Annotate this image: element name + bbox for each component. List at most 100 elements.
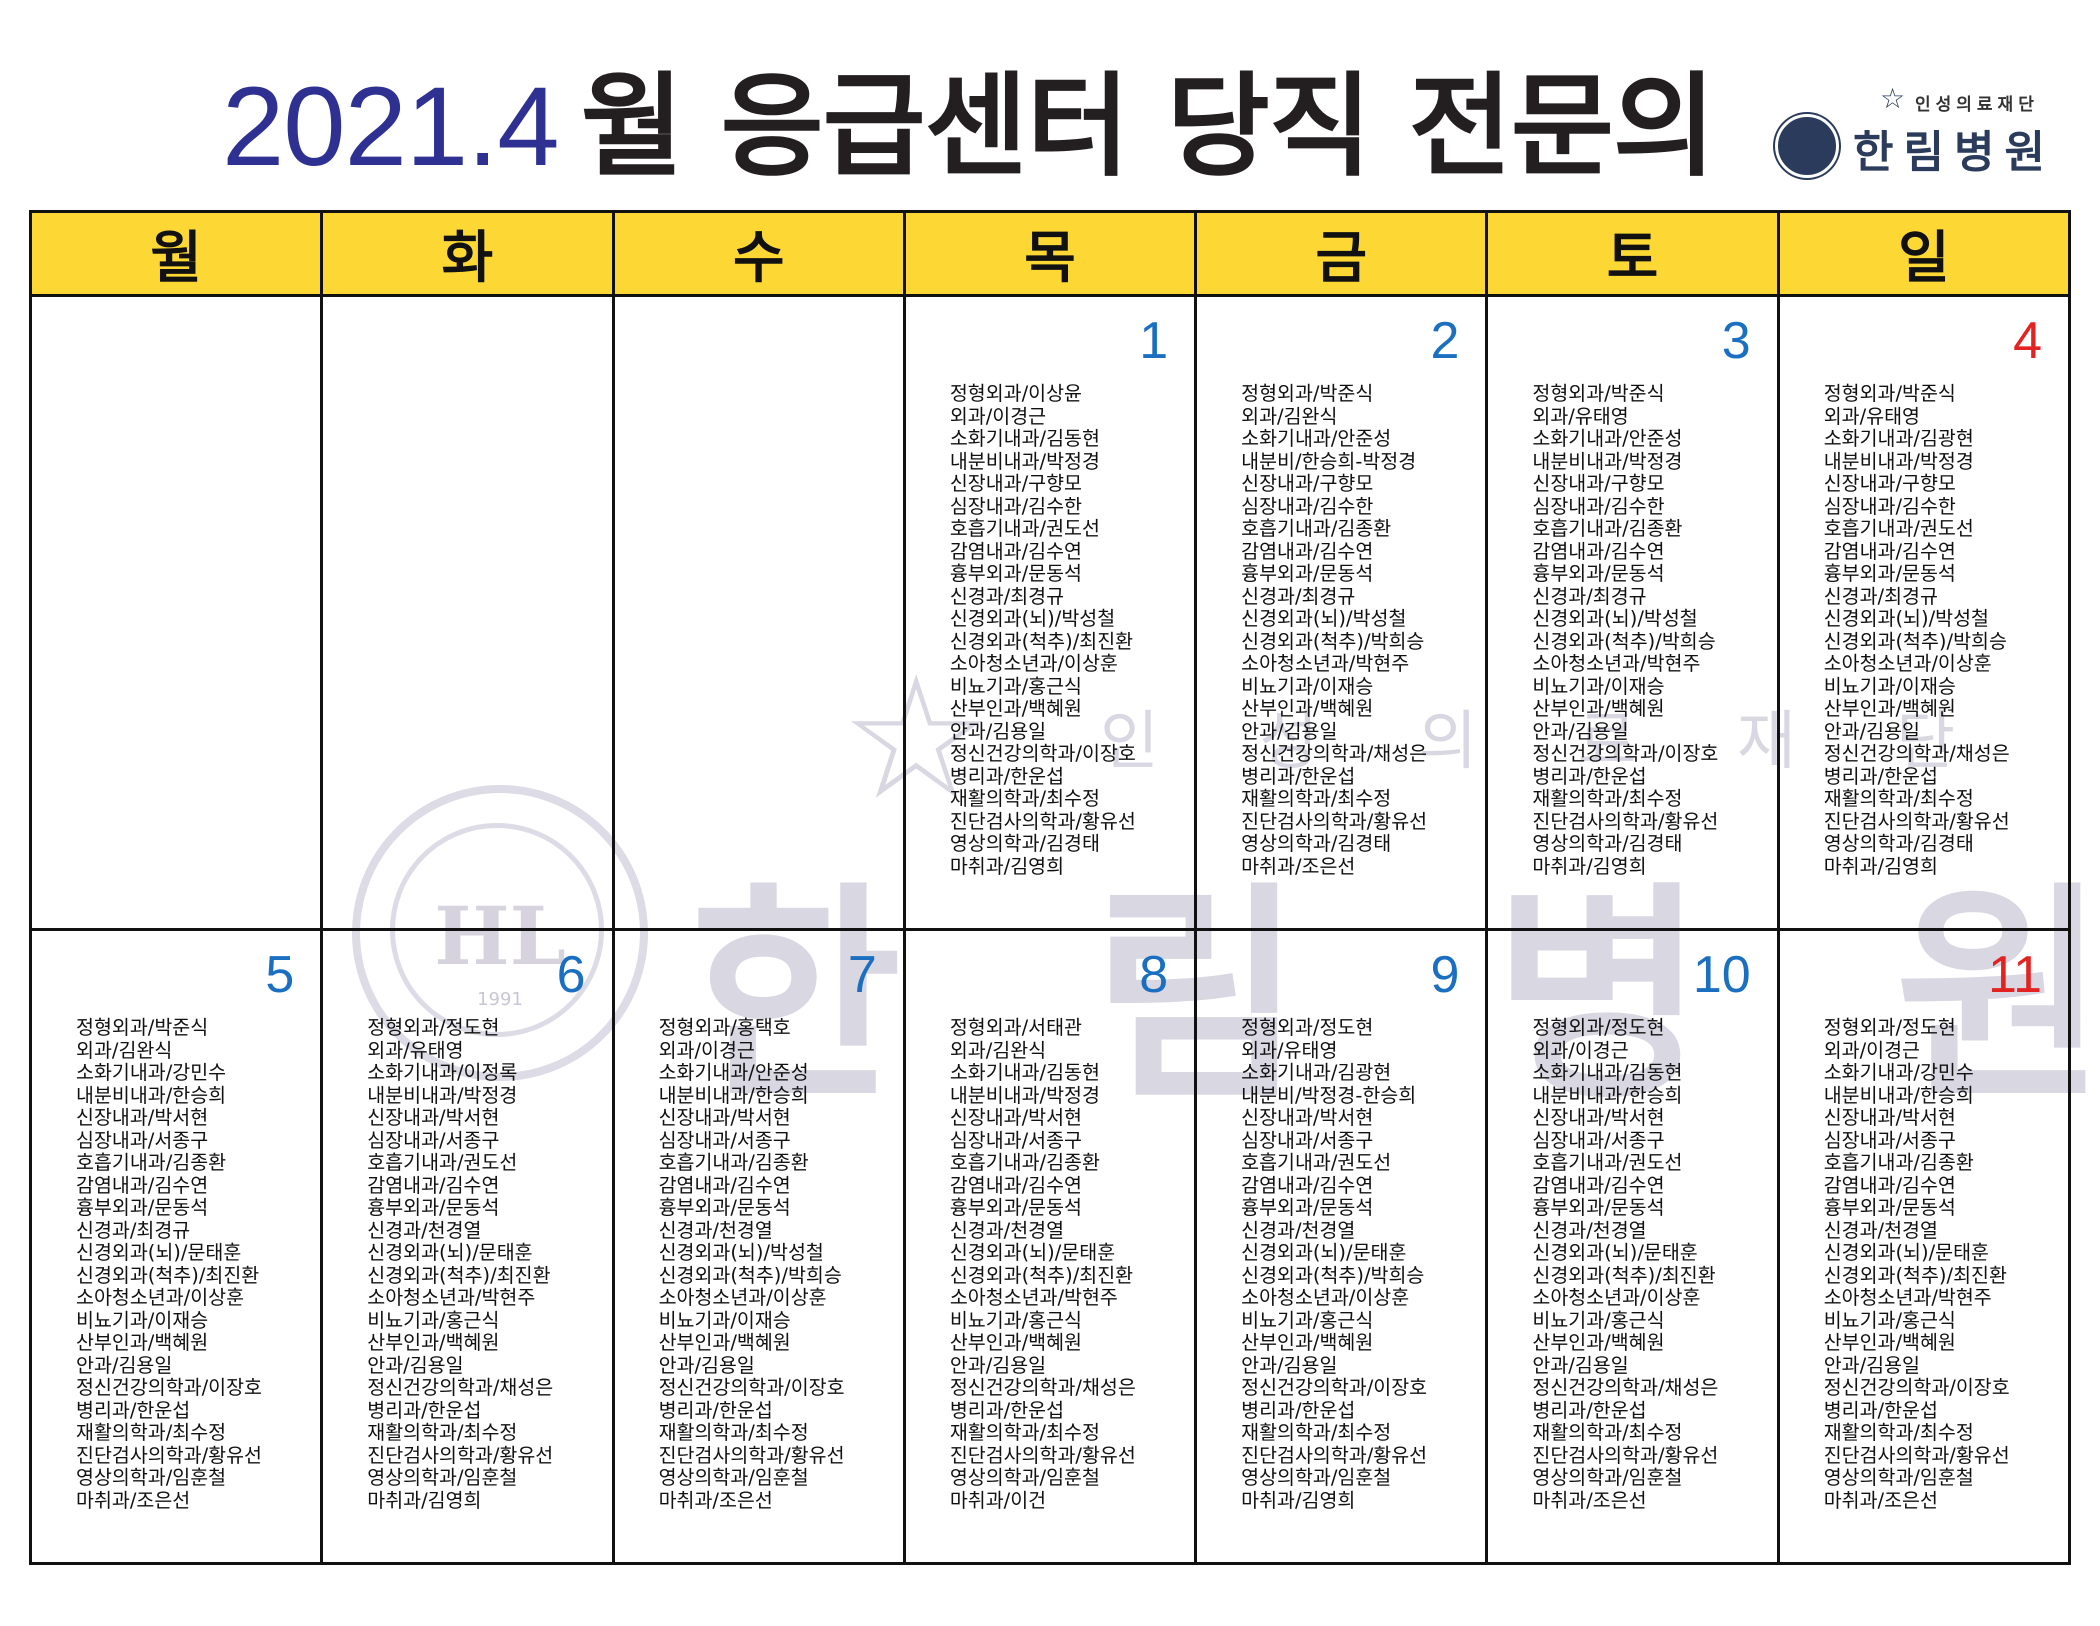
duty-entry: 마취과/김영희: [949, 854, 1065, 878]
hospital-seal-icon: [1775, 114, 1839, 178]
duty-entry: 신경과/최경규: [1241, 584, 1356, 608]
duty-entry: 정신건강의학과/이장호: [658, 1376, 845, 1399]
day-cell: 11 정형외과/정도현 외과/이경근 소화기내과/강민수 내분비내과/한승희 신장내과/박…: [1776, 928, 2072, 1565]
duty-entry: 진단검사의학과/황유선: [658, 1443, 845, 1467]
duty-list: 정형외과/정도현 외과/유태영 소화기내과/김광현 내분비/박정경-한승희 신장내과/박…: [1241, 1016, 1427, 1512]
duty-entry: 신경외과(척추)/최진환: [1823, 1263, 2007, 1287]
duty-entry: 소아청소년과/박현주: [1241, 652, 1410, 675]
duty-entry: 외과/김완식: [949, 1038, 1047, 1062]
duty-entry: 감염내과/김수연: [1532, 1173, 1665, 1197]
day-cell: 2 정형외과/박준식 외과/김완식 소화기내과/안준성 내분비/한승희-박정경 신장내과/…: [1194, 294, 1489, 931]
duty-entry: 외과/이경근: [1823, 1038, 1920, 1062]
duty-entry: 진단검사의학과/황유선: [1241, 809, 1428, 833]
duty-entry: 병리과/한운섭: [1823, 1398, 1938, 1422]
duty-entry: 재활의학과/최수정: [949, 787, 1100, 810]
duty-entry: 신경외과(척추)/최진환: [367, 1263, 551, 1287]
duty-entry: 영상의학과/김경태: [1241, 832, 1392, 855]
day-cell: 8 정형외과/서태관 외과/김완식 소화기내과/김동현 내분비내과/박정경 신장내과/박서…: [902, 928, 1198, 1565]
duty-entry: 호흡기내과/권도선: [367, 1151, 518, 1174]
duty-entry: 심장내과/김수한: [949, 494, 1082, 518]
day-number: 6: [556, 946, 586, 1004]
duty-entry: 외과/김완식: [1241, 404, 1338, 428]
duty-entry: 정신건강의학과/이장호: [76, 1376, 262, 1399]
weekday-header: 수: [611, 210, 906, 297]
day-number: 3: [1721, 312, 1751, 370]
duty-entry: 병리과/한운섭: [1241, 1398, 1356, 1422]
duty-entry: 정신건강의학과/이장호: [1823, 1376, 2010, 1399]
duty-entry: 흉부외과/문동석: [1532, 1196, 1665, 1219]
duty-entry: 재활의학과/최수정: [367, 1421, 518, 1444]
duty-entry: 산부인과/백혜원: [367, 1331, 500, 1354]
duty-entry: 병리과/한운섭: [1241, 764, 1356, 788]
duty-entry: 비뇨기과/홍근식: [1532, 1308, 1665, 1332]
duty-entry: 진단검사의학과/황유선: [949, 1443, 1136, 1467]
duty-entry: 흉부외과/문동석: [367, 1196, 500, 1219]
duty-entry: 정신건강의학과/채성은: [1823, 742, 2010, 765]
duty-entry: 소아청소년과/박현주: [367, 1286, 536, 1309]
duty-entry: 외과/이경근: [949, 404, 1047, 428]
weekday-header: 목: [902, 210, 1198, 297]
day-cell: 10 정형외과/정도현 외과/이경근 소화기내과/김동현 내분비내과/한승희 신장내과/박…: [1485, 928, 1780, 1565]
duty-entry: 마취과/조은선: [1241, 854, 1356, 878]
duty-entry: 영상의학과/임훈철: [1241, 1466, 1392, 1489]
duty-entry: 신경과/천경열: [1532, 1218, 1647, 1242]
duty-entry: 정형외과/정도현: [367, 1016, 500, 1039]
duty-entry: 산부인과/백혜원: [1823, 1331, 1956, 1354]
week-row: 1 정형외과/이상윤 외과/이경근 소화기내과/김동현 내분비내과/박정경 신장내과/구향…: [28, 294, 2072, 931]
duty-entry: 호흡기내과/권도선: [949, 517, 1100, 540]
duty-entry: 내분비내과/박정경: [1532, 449, 1683, 473]
duty-entry: 영상의학과/임훈철: [367, 1466, 518, 1489]
duty-entry: 외과/이경근: [658, 1038, 755, 1062]
duty-entry: 심장내과/서종구: [1532, 1128, 1665, 1152]
title-text: 월 응급센터 당직 전문의: [580, 62, 1716, 192]
duty-entry: 내분비내과/한승희: [658, 1083, 809, 1107]
day-number: 4: [2013, 312, 2042, 370]
weekday-header: 일: [1776, 210, 2072, 297]
duty-entry: 흉부외과/문동석: [1241, 562, 1374, 585]
day-cell: 1 정형외과/이상윤 외과/이경근 소화기내과/김동현 내분비내과/박정경 신장내과/구향…: [902, 294, 1198, 931]
duty-entry: 진단검사의학과/황유선: [1823, 1443, 2010, 1467]
page-title: 2021.4 월 응급센터 당직 전문의: [222, 62, 1716, 192]
duty-entry: 소화기내과/안준성: [1532, 427, 1683, 450]
duty-entry: 비뇨기과/이재승: [1241, 674, 1374, 698]
duty-entry: 소아청소년과/이상훈: [1532, 1286, 1701, 1309]
duty-entry: 신장내과/박서현: [76, 1106, 209, 1129]
duty-entry: 내분비/한승희-박정경: [1241, 449, 1417, 473]
duty-entry: 안과/김용일: [1823, 719, 1920, 743]
duty-entry: 마취과/이건: [949, 1488, 1047, 1512]
duty-entry: 흉부외과/문동석: [658, 1196, 791, 1219]
duty-entry: 정신건강의학과/이장호: [949, 742, 1136, 765]
duty-entry: 비뇨기과/홍근식: [949, 674, 1082, 698]
duty-entry: 신장내과/박서현: [367, 1106, 500, 1129]
duty-entry: 신경외과(뇌)/박성철: [949, 607, 1116, 630]
duty-list: 정형외과/박준식 외과/김완식 소화기내과/안준성 내분비/한승희-박정경 신장내과/구…: [1241, 382, 1428, 878]
duty-entry: 안과/김용일: [1241, 719, 1338, 743]
duty-entry: 영상의학과/김경태: [1823, 832, 1974, 855]
duty-entry: 호흡기내과/권도선: [1532, 1151, 1683, 1174]
duty-entry: 외과/유태영: [1241, 1038, 1338, 1062]
duty-entry: 정형외과/박준식: [1823, 382, 1956, 405]
duty-entry: 심장내과/서종구: [658, 1128, 791, 1152]
duty-entry: 신경외과(척추)/최진환: [949, 629, 1134, 653]
duty-entry: 병리과/한운섭: [1532, 1398, 1647, 1422]
duty-entry: 신경외과(척추)/박희승: [1823, 629, 2007, 653]
duty-entry: 비뇨기과/홍근식: [949, 1308, 1082, 1332]
duty-entry: 신경외과(뇌)/문태훈: [76, 1241, 242, 1264]
duty-entry: 정형외과/정도현: [1241, 1016, 1374, 1039]
duty-entry: 재활의학과/최수정: [1241, 787, 1392, 810]
duty-list: 정형외과/정도현 외과/이경근 소화기내과/강민수 내분비내과/한승희 신장내과/박서현…: [1823, 1016, 2010, 1512]
duty-entry: 진단검사의학과/황유선: [1532, 1443, 1719, 1467]
duty-entry: 병리과/한운섭: [76, 1398, 191, 1422]
duty-entry: 흉부외과/문동석: [76, 1196, 209, 1219]
duty-entry: 진단검사의학과/황유선: [76, 1443, 262, 1467]
day-number: 7: [847, 946, 877, 1004]
hospital-logo: ☆ 인성의료재단 한림병원: [1775, 82, 2075, 182]
duty-entry: 신경과/천경열: [949, 1218, 1065, 1242]
duty-entry: 진단검사의학과/황유선: [949, 809, 1136, 833]
duty-entry: 호흡기내과/김종환: [1532, 517, 1683, 540]
duty-entry: 안과/김용일: [367, 1353, 464, 1377]
duty-entry: 비뇨기과/홍근식: [1241, 1308, 1374, 1332]
duty-entry: 감염내과/김수연: [1241, 539, 1374, 563]
duty-entry: 재활의학과/최수정: [1241, 1421, 1392, 1444]
